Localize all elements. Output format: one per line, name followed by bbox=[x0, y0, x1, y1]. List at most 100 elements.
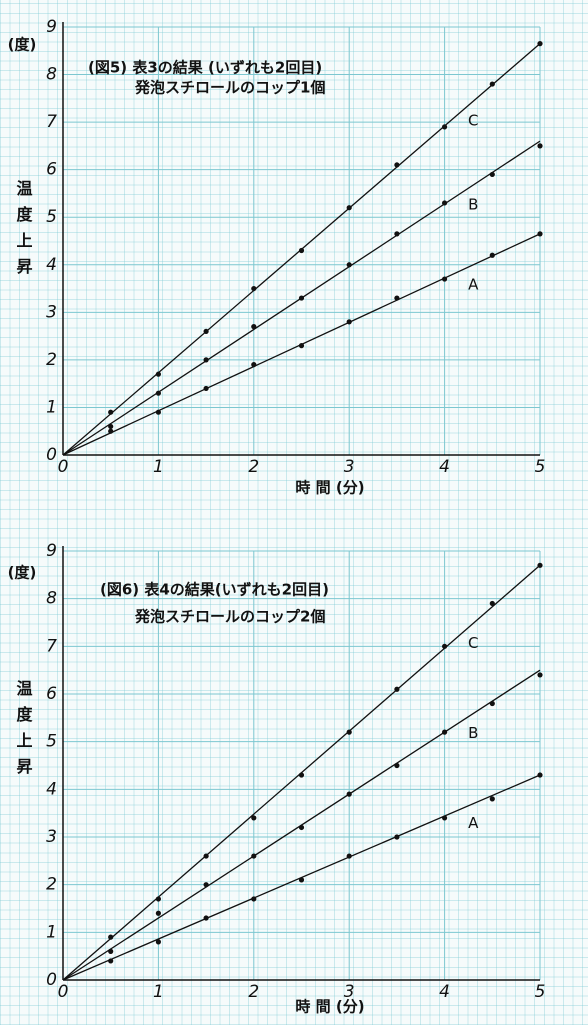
x-tick-label: 3 bbox=[344, 982, 355, 1002]
data-point bbox=[298, 295, 305, 301]
y-tick-label: 4 bbox=[46, 255, 57, 275]
data-point bbox=[108, 934, 114, 940]
data-point bbox=[489, 700, 495, 707]
data-point bbox=[442, 124, 448, 130]
data-point bbox=[346, 319, 352, 325]
data-point bbox=[442, 276, 448, 282]
y-tick-label: 1 bbox=[46, 397, 57, 417]
data-point bbox=[442, 729, 448, 735]
data-point bbox=[155, 371, 161, 377]
data-point bbox=[108, 948, 114, 955]
series-label: B bbox=[468, 724, 478, 742]
x-tick-label: 5 bbox=[535, 457, 546, 477]
y-tick-label: 1 bbox=[46, 922, 57, 942]
data-point bbox=[155, 939, 161, 945]
data-point bbox=[298, 247, 305, 254]
y-tick-label: 7 bbox=[46, 112, 57, 132]
x-tick-label: 1 bbox=[153, 982, 164, 1002]
y-tick-label: 9 bbox=[46, 17, 57, 37]
data-point bbox=[203, 853, 209, 859]
y-tick-label: 5 bbox=[46, 207, 57, 227]
data-point bbox=[108, 423, 114, 430]
y-tick-label: 6 bbox=[46, 160, 57, 180]
data-point bbox=[394, 231, 400, 237]
data-point bbox=[298, 877, 305, 883]
data-point bbox=[394, 162, 400, 168]
series-label: A bbox=[468, 814, 479, 832]
data-point bbox=[346, 205, 352, 211]
y-tick-label: 5 bbox=[46, 732, 57, 752]
data-point bbox=[346, 791, 352, 797]
data-point bbox=[203, 385, 209, 392]
data-point bbox=[203, 882, 209, 888]
data-point bbox=[537, 562, 543, 568]
x-tick-label: 2 bbox=[248, 982, 259, 1002]
chart-title: (図6) 表4の結果(いずれも2回目) bbox=[100, 581, 329, 599]
x-axis-label: 時 間 (分) bbox=[295, 998, 364, 1016]
data-point bbox=[108, 958, 114, 964]
data-point bbox=[251, 362, 257, 368]
data-point bbox=[251, 815, 257, 821]
data-point bbox=[537, 41, 543, 47]
series-label: C bbox=[468, 112, 478, 130]
data-point bbox=[442, 643, 448, 649]
x-tick-label: 3 bbox=[344, 457, 355, 477]
data-point bbox=[298, 772, 305, 778]
y-tick-label: 3 bbox=[46, 302, 57, 322]
y-tick-label: 3 bbox=[46, 827, 57, 847]
x-tick-label: 4 bbox=[439, 982, 450, 1002]
x-tick-label: 0 bbox=[58, 982, 69, 1002]
data-point bbox=[251, 324, 257, 330]
data-point bbox=[537, 772, 543, 778]
data-point bbox=[537, 143, 543, 149]
y-tick-label: 0 bbox=[46, 970, 57, 990]
series-label: A bbox=[468, 275, 479, 293]
data-point bbox=[346, 853, 352, 859]
data-point bbox=[108, 428, 114, 434]
data-point bbox=[155, 910, 161, 916]
data-point bbox=[203, 915, 209, 921]
data-point bbox=[251, 285, 257, 292]
data-point bbox=[394, 762, 400, 769]
x-tick-label: 5 bbox=[535, 982, 546, 1002]
series-label: C bbox=[468, 634, 478, 652]
y-tick-label: 2 bbox=[46, 875, 57, 895]
data-point bbox=[537, 231, 543, 237]
y-axis-label: 温度上昇 bbox=[14, 680, 34, 784]
data-point bbox=[489, 252, 495, 258]
y-tick-label: 2 bbox=[46, 350, 57, 370]
y-unit: (度) bbox=[8, 36, 37, 54]
data-point bbox=[489, 600, 495, 607]
data-point bbox=[489, 81, 495, 87]
y-unit: (度) bbox=[8, 564, 37, 582]
data-point bbox=[251, 896, 257, 902]
data-point bbox=[203, 328, 209, 334]
y-tick-label: 6 bbox=[46, 684, 57, 704]
data-point bbox=[537, 672, 543, 678]
data-point bbox=[298, 824, 305, 831]
data-point bbox=[346, 262, 352, 268]
data-point bbox=[155, 896, 161, 902]
data-point bbox=[489, 796, 495, 802]
y-tick-label: 7 bbox=[46, 636, 57, 656]
data-point bbox=[251, 853, 257, 859]
data-point bbox=[489, 171, 495, 178]
data-point bbox=[346, 729, 352, 735]
data-point bbox=[108, 409, 114, 415]
data-point bbox=[394, 295, 400, 301]
x-tick-label: 4 bbox=[439, 457, 450, 477]
y-tick-label: 4 bbox=[46, 779, 57, 799]
x-tick-label: 2 bbox=[248, 457, 259, 477]
y-tick-label: 8 bbox=[46, 589, 57, 609]
data-point bbox=[203, 357, 209, 363]
chart-title: (図5) 表3の結果 (いずれも2回目) bbox=[88, 59, 322, 77]
chart-subtitle: 発泡スチロールのコップ2個 bbox=[134, 608, 325, 626]
y-tick-label: 9 bbox=[46, 541, 57, 561]
data-point bbox=[442, 200, 448, 206]
x-axis-label: 時 間 (分) bbox=[295, 479, 364, 497]
y-tick-label: 0 bbox=[46, 445, 57, 465]
y-tick-label: 8 bbox=[46, 65, 57, 85]
data-point bbox=[394, 686, 400, 692]
